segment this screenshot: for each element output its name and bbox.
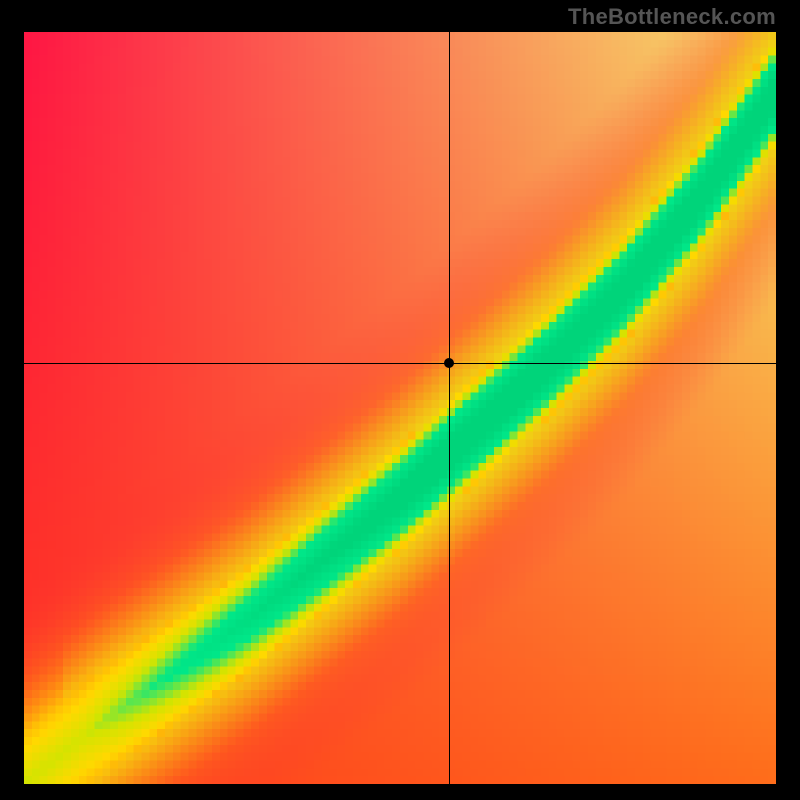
heatmap-canvas: [24, 32, 776, 784]
heatmap-plot: [24, 32, 776, 784]
watermark-text: TheBottleneck.com: [568, 4, 776, 30]
